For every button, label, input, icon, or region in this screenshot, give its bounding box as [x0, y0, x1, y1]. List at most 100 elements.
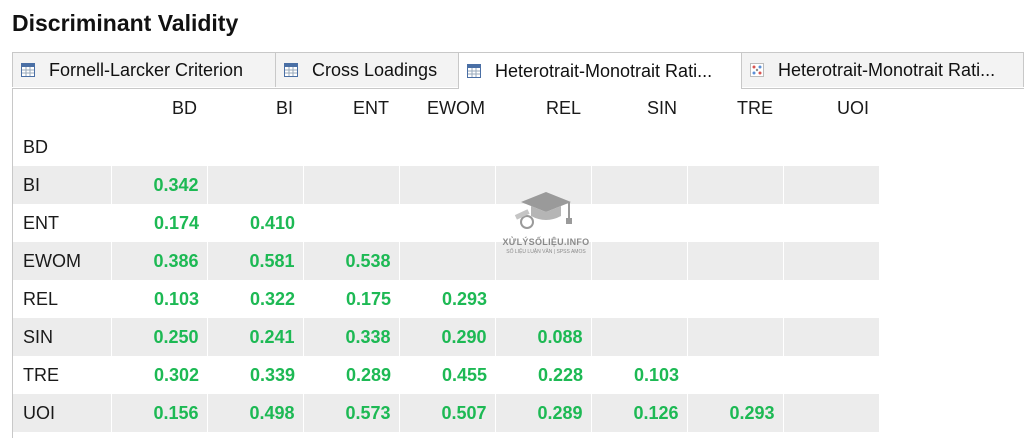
value-cell[interactable] — [687, 128, 783, 166]
row-header[interactable]: REL — [23, 288, 59, 309]
value-cell[interactable]: 0.339 — [249, 364, 295, 385]
value-cell[interactable]: 0.289 — [495, 394, 592, 432]
column-header[interactable]: REL — [545, 97, 581, 118]
value-cell[interactable] — [495, 166, 592, 204]
column-header[interactable]: UOI — [836, 97, 869, 118]
value-cell[interactable]: 0.573 — [303, 394, 400, 432]
value-cell[interactable] — [783, 356, 879, 394]
table-row: EWOM 0.386 0.581 0.538 — [13, 242, 880, 280]
value-cell[interactable] — [591, 318, 688, 356]
tab-fornell-larcker[interactable]: Fornell-Larcker Criterion — [12, 52, 276, 87]
value-cell[interactable]: 0.088 — [495, 318, 592, 356]
row-header[interactable]: TRE — [23, 364, 59, 385]
value-cell[interactable]: 0.538 — [303, 242, 400, 280]
value-cell[interactable]: 0.103 — [633, 364, 679, 385]
value-cell[interactable]: 0.126 — [591, 394, 688, 432]
corner-cell — [13, 88, 111, 128]
column-header[interactable]: SIN — [646, 97, 677, 118]
value-cell[interactable] — [303, 204, 399, 242]
value-cell[interactable]: 0.293 — [687, 394, 784, 432]
tab-htmt-matrix[interactable]: Heterotrait-Monotrait Rati... — [741, 52, 1024, 87]
table-row: BI 0.342 — [13, 166, 880, 204]
value-cell[interactable]: 0.507 — [399, 394, 496, 432]
value-cell[interactable]: 0.322 — [249, 288, 295, 309]
value-cell[interactable] — [399, 204, 495, 242]
graduation-cap-icon — [514, 192, 572, 229]
value-cell[interactable] — [591, 166, 688, 204]
table-row: ENT 0.174 0.410 — [13, 204, 879, 242]
value-cell[interactable] — [687, 204, 783, 242]
value-cell[interactable]: 0.289 — [345, 364, 391, 385]
value-cell[interactable]: 0.342 — [111, 166, 208, 204]
value-cell[interactable] — [687, 242, 784, 280]
value-cell[interactable]: 0.156 — [111, 394, 208, 432]
tab-htmt-table[interactable]: Heterotrait-Monotrait Rati... — [458, 52, 742, 89]
value-cell[interactable] — [207, 166, 304, 204]
matrix-chart-icon — [750, 63, 764, 77]
value-cell[interactable]: 0.410 — [249, 212, 295, 233]
page-title: Discriminant Validity — [12, 10, 239, 36]
value-cell[interactable]: 0.581 — [207, 242, 304, 280]
table-icon — [467, 64, 481, 78]
table-icon — [21, 63, 35, 77]
tab-cross-loadings[interactable]: Cross Loadings — [275, 52, 459, 87]
value-cell[interactable]: 0.174 — [153, 212, 199, 233]
row-header[interactable]: SIN — [13, 318, 112, 356]
value-cell[interactable] — [591, 242, 688, 280]
value-cell[interactable] — [783, 166, 880, 204]
value-cell[interactable] — [303, 128, 399, 166]
value-cell[interactable] — [687, 166, 784, 204]
value-cell[interactable] — [591, 128, 687, 166]
value-cell[interactable] — [111, 128, 207, 166]
value-cell[interactable]: 0.386 — [111, 242, 208, 280]
watermark-logo: XỬLÝSỐLIỆU.INFO SỐ LIỆU LUẬN VĂN | SPSS … — [491, 188, 601, 268]
value-cell[interactable]: 0.250 — [111, 318, 208, 356]
value-cell[interactable] — [495, 280, 591, 318]
value-cell[interactable] — [687, 318, 784, 356]
value-cell[interactable] — [783, 280, 879, 318]
table-row: BD — [13, 128, 879, 166]
value-cell[interactable] — [399, 128, 495, 166]
value-cell[interactable] — [399, 166, 496, 204]
value-cell[interactable]: 0.498 — [207, 394, 304, 432]
value-cell[interactable] — [591, 204, 687, 242]
header-row: BD BI ENT EWOM REL SIN TRE UOI — [13, 88, 879, 128]
table-row: TRE 0.302 0.339 0.289 0.455 0.228 0.103 — [13, 356, 879, 394]
value-cell[interactable] — [783, 204, 879, 242]
value-cell[interactable] — [783, 128, 879, 166]
row-header[interactable]: BD — [23, 136, 49, 157]
row-header[interactable]: BI — [13, 166, 112, 204]
value-cell[interactable] — [495, 242, 592, 280]
value-cell[interactable]: 0.338 — [303, 318, 400, 356]
row-header[interactable]: EWOM — [13, 242, 112, 280]
value-cell[interactable] — [399, 242, 496, 280]
value-cell[interactable] — [687, 280, 783, 318]
value-cell[interactable]: 0.290 — [399, 318, 496, 356]
value-cell[interactable]: 0.455 — [441, 364, 487, 385]
tab-label: Fornell-Larcker Criterion — [49, 59, 244, 80]
value-cell[interactable]: 0.302 — [153, 364, 199, 385]
column-header[interactable]: BI — [275, 97, 293, 118]
row-header[interactable]: ENT — [23, 212, 59, 233]
value-cell[interactable] — [495, 128, 591, 166]
column-header[interactable]: ENT — [353, 97, 389, 118]
column-header[interactable]: BD — [171, 97, 197, 118]
value-cell[interactable]: 0.241 — [207, 318, 304, 356]
column-header[interactable]: EWOM — [427, 97, 485, 118]
value-cell[interactable] — [591, 280, 687, 318]
value-cell[interactable]: 0.175 — [345, 288, 391, 309]
value-cell[interactable]: 0.103 — [153, 288, 199, 309]
value-cell[interactable] — [783, 242, 880, 280]
value-cell[interactable] — [207, 128, 303, 166]
value-cell[interactable] — [783, 318, 880, 356]
column-header[interactable]: TRE — [737, 97, 773, 118]
table-row: UOI 0.156 0.498 0.573 0.507 0.289 0.126 … — [13, 394, 880, 432]
tab-bar: Fornell-Larcker Criterion Cross Loadings… — [12, 52, 1024, 89]
row-header[interactable]: UOI — [13, 394, 112, 432]
value-cell[interactable]: 0.293 — [441, 288, 487, 309]
value-cell[interactable] — [687, 356, 783, 394]
value-cell[interactable]: 0.228 — [537, 364, 583, 385]
value-cell[interactable] — [783, 394, 880, 432]
tab-label: Cross Loadings — [312, 59, 438, 80]
value-cell[interactable] — [303, 166, 400, 204]
